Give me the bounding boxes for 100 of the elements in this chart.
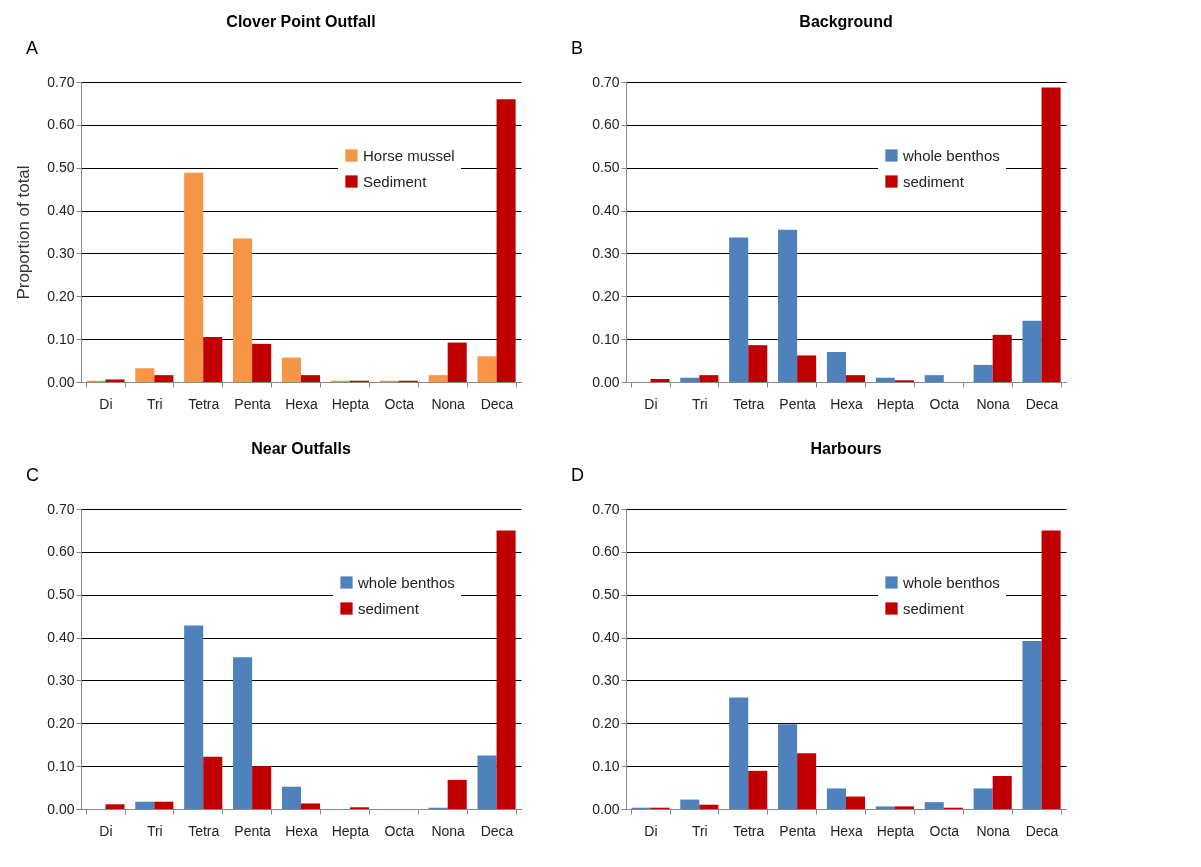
bar [252,766,272,809]
bar [496,99,516,382]
x-tick-label: Di [644,822,658,839]
y-tick-label: 0.60 [47,116,75,133]
bar [281,357,301,382]
x-tick-label: Hexa [830,395,864,412]
bar [135,368,155,382]
legend-label: whole benthos [902,573,1000,591]
bar [233,238,253,382]
x-tick-label: Tetra [188,822,220,839]
bar [477,356,497,382]
x-tick-label: Deca [480,395,514,412]
bar [973,364,993,382]
chart-title: Near Outfalls [251,440,351,457]
x-tick-label: Nona [976,395,1011,412]
x-tick-label: Tetra [733,395,765,412]
bar [826,352,846,382]
bar [105,379,125,382]
y-tick-label: 0.70 [592,73,620,90]
bar [992,776,1012,809]
bar [1041,530,1061,809]
bar [203,337,223,382]
x-tick-label: Tri [691,395,708,412]
y-tick-label: 0.20 [47,287,75,304]
y-axis-title: Proportion of total [14,165,34,300]
x-tick-label: Octa [929,822,960,839]
y-tick-label: 0.40 [592,202,620,219]
x-tick-label: Hepta [876,395,915,412]
y-tick-label: 0.00 [47,373,75,390]
y-tick-label: 0.20 [592,714,620,731]
bar [748,345,768,382]
x-tick-label: Di [99,395,113,412]
y-tick-label: 0.30 [592,671,620,688]
y-tick-label: 0.50 [47,159,75,176]
y-tick-label: 0.30 [47,671,75,688]
y-tick-label: 0.10 [592,330,620,347]
y-tick-label: 0.10 [47,757,75,774]
bar [875,806,895,809]
bar [1041,87,1061,382]
x-tick-label: Hepta [331,822,370,839]
bar [924,802,944,809]
x-tick-label: Tri [146,822,163,839]
y-tick-label: 0.00 [592,800,620,817]
bar [281,786,301,809]
x-tick-label: Penta [779,395,817,412]
bar [797,355,817,382]
y-tick-label: 0.70 [592,500,620,517]
x-tick-label: Deca [1025,822,1059,839]
text: A [26,38,39,58]
y-tick-label: 0.40 [47,202,75,219]
bar [154,801,174,809]
bar [203,756,223,809]
bar [496,530,516,809]
y-tick-label: 0.00 [592,373,620,390]
bar [797,753,817,809]
bar [748,770,768,809]
bar [729,697,749,809]
bar [233,657,253,809]
y-tick-label: 0.20 [47,714,75,731]
y-tick-label: 0.40 [592,629,620,646]
y-tick-label: 0.30 [47,244,75,261]
bar [1022,320,1042,382]
x-tick-label: Hexa [285,395,319,412]
x-tick-label: Tri [691,822,708,839]
x-tick-label: Nona [431,822,466,839]
y-tick-label: 0.10 [47,330,75,347]
legend-label: whole benthos [357,573,455,591]
x-tick-label: Hepta [331,395,370,412]
y-tick-label: 0.60 [47,543,75,560]
bar [699,804,719,809]
bar [778,724,798,809]
bar [680,377,700,382]
y-tick-label: 0.60 [592,116,620,133]
x-tick-label: Penta [234,395,272,412]
y-tick-label: 0.50 [592,159,620,176]
bar [154,375,174,382]
x-tick-label: Tetra [188,395,220,412]
x-tick-label: Di [99,822,113,839]
x-tick-label: Nona [976,822,1011,839]
x-tick-label: Octa [384,395,415,412]
bar [447,779,467,809]
bar [894,806,914,809]
x-tick-label: Tetra [733,822,765,839]
y-tick-label: 0.70 [47,73,75,90]
y-tick-label: 0.40 [47,629,75,646]
bar [729,237,749,382]
y-tick-label: 0.20 [592,287,620,304]
x-tick-label: Penta [779,822,817,839]
legend-label: Sediment [363,172,428,190]
x-tick-label: Hexa [285,822,319,839]
bar [184,172,204,382]
y-tick-label: 0.30 [592,244,620,261]
x-tick-label: Nona [431,395,466,412]
bar [1022,641,1042,809]
bar [105,804,125,809]
y-tick-label: 0.70 [47,500,75,517]
x-tick-label: Deca [1025,395,1059,412]
y-tick-label: 0.60 [592,543,620,560]
x-tick-label: Di [644,395,658,412]
text: B [571,38,584,58]
